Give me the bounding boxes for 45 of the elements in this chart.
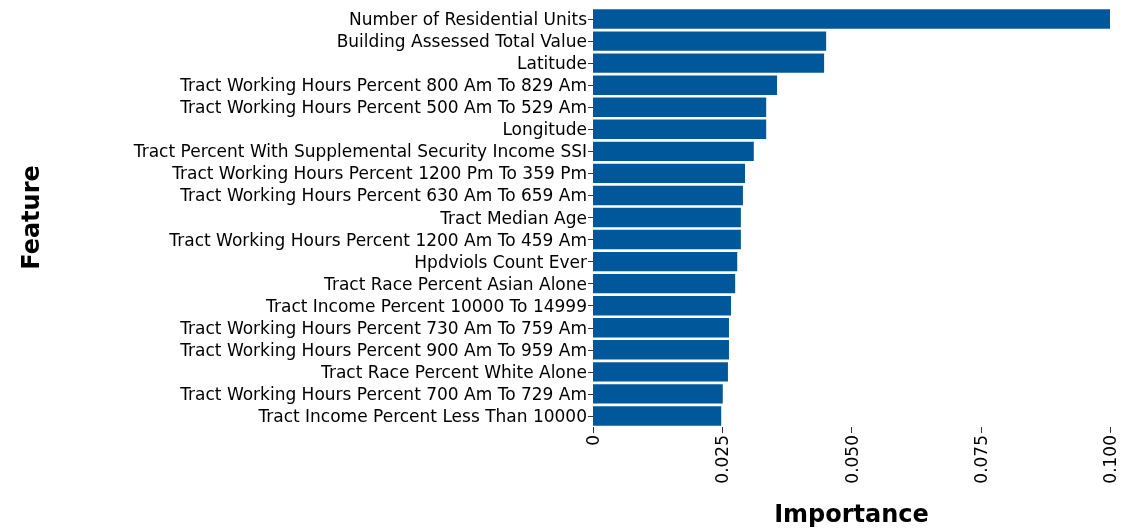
bar — [593, 296, 732, 316]
y-tick-label: Tract Median Age — [439, 207, 587, 228]
bar — [593, 185, 743, 206]
x-tick-label: 0.075 — [970, 435, 991, 484]
y-tick-label: Building Assessed Total Value — [336, 31, 587, 52]
y-tick-label: Tract Working Hours Percent 1200 Am To 459 Am — [168, 229, 587, 250]
bar — [593, 207, 741, 228]
x-tick-label: 0.025 — [712, 435, 733, 484]
bar — [593, 97, 767, 117]
bar — [593, 53, 825, 73]
x-tick-label: 0.050 — [841, 435, 862, 484]
bar — [593, 251, 738, 272]
y-tick-label: Number of Residential Units — [349, 9, 588, 30]
y-tick-label: Tract Income Percent Less Than 10000 — [257, 405, 587, 426]
bar — [593, 31, 827, 51]
y-tick-label: Tract Working Hours Percent 630 Am To 659 Am — [179, 185, 587, 206]
y-tick-label: Hpdviols Count Ever — [414, 251, 587, 272]
y-tick-label: Tract Income Percent 10000 To 14999 — [265, 295, 587, 316]
bar — [593, 318, 729, 338]
y-tick-label: Tract Working Hours Percent 730 Am To 759 Am — [179, 317, 587, 338]
bar — [593, 384, 723, 404]
bar — [593, 9, 1110, 29]
bar — [593, 229, 741, 250]
bar — [593, 406, 722, 426]
x-tick-label: 0.100 — [1100, 435, 1120, 484]
y-tick-label: Tract Working Hours Percent 900 Am To 959 Am — [179, 339, 587, 360]
y-tick-label: Tract Working Hours Percent 700 Am To 729 Am — [179, 383, 587, 404]
bar — [593, 362, 728, 382]
bar — [593, 119, 767, 139]
bar — [593, 141, 754, 162]
y-tick-label: Tract Percent With Supplemental Security Income SSI — [132, 141, 587, 162]
y-tick-label: Latitude — [517, 53, 587, 74]
y-tick-label: Longitude — [502, 119, 587, 140]
bar — [593, 75, 778, 95]
x-axis-title: Importance — [774, 500, 929, 528]
y-tick-label: Tract Race Percent Asian Alone — [323, 273, 587, 294]
bar — [593, 163, 745, 184]
y-tick-label: Tract Race Percent White Alone — [320, 361, 587, 382]
y-tick-label: Tract Working Hours Percent 1200 Pm To 359 Pm — [171, 163, 587, 184]
y-tick-label: Tract Working Hours Percent 800 Am To 829 Am — [179, 75, 587, 96]
y-axis-title: Feature — [17, 165, 45, 270]
bar — [593, 273, 736, 294]
bar — [593, 340, 729, 360]
y-tick-label: Tract Working Hours Percent 500 Am To 529 Am — [179, 97, 587, 118]
x-tick-label: 0 — [583, 435, 603, 446]
